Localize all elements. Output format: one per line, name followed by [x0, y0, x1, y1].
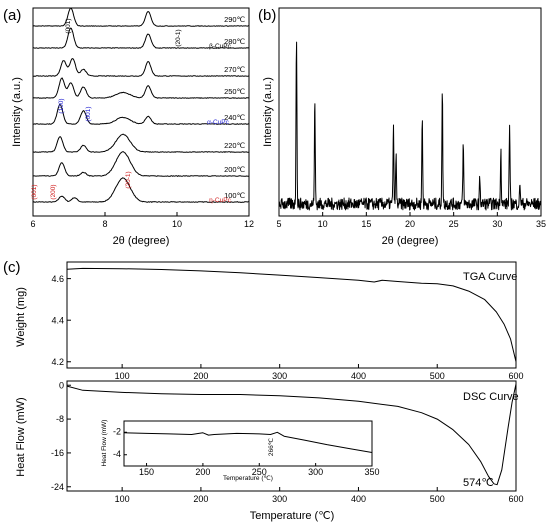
tga-curve-line	[66, 267, 517, 362]
panel-a-label: (a)	[3, 7, 21, 24]
panel-a-y-label: Intensity (a.u.)	[11, 77, 23, 147]
x-tick-label: 600	[508, 371, 523, 381]
x-tick-label: 250	[252, 467, 267, 477]
x-tick-label: 500	[430, 371, 445, 381]
x-tick-label: 350	[364, 467, 379, 477]
x-tick-label: 10	[318, 219, 328, 229]
x-tick-label: 35	[536, 219, 546, 229]
panel-a-annotations: (001) (20-1) β-CuPc (100) (001) α-CuPc (001) (2…	[31, 18, 232, 204]
tga-y-label: Weight (mg)	[15, 287, 27, 347]
x-tick-label: 8	[102, 219, 107, 229]
tga-frame	[66, 261, 517, 369]
peak-annotation: (001)	[85, 106, 92, 121]
dsc-y-label: Heat Flow (mW)	[15, 397, 27, 476]
x-tick-label: 400	[351, 371, 366, 381]
peak-annotation: (100)	[58, 98, 65, 113]
y-tick-label: 4.4	[51, 315, 64, 325]
xrd-series-line	[32, 177, 249, 203]
peak-annotation: (200)	[50, 184, 57, 199]
dsc-y-ticks: 0 -8 -16 -24	[51, 380, 71, 492]
inset-x-ticks: 150 200 250 300 350	[139, 463, 380, 477]
x-tick-label: 300	[308, 467, 323, 477]
x-tick-label: 600	[508, 494, 523, 504]
inset-curve-line	[123, 431, 373, 453]
x-tick-label: 200	[195, 467, 210, 477]
dsc-curve-line	[66, 383, 517, 486]
panel-b-x-label: 2θ (degree)	[382, 235, 439, 247]
xrd-series-line	[33, 27, 250, 49]
xrd-series-line	[32, 77, 250, 99]
y-tick-label: 4.6	[51, 274, 64, 284]
peak-annotation: η-CuPc	[209, 197, 231, 204]
temperature-label: 270℃	[224, 65, 246, 74]
inset-y-label: Heat Flow (mW)	[101, 420, 108, 467]
y-tick-label: 0	[59, 380, 64, 390]
dsc-frame	[66, 380, 517, 492]
xrd-series-line	[32, 58, 250, 77]
inset-y-ticks: -2 -4	[113, 427, 127, 459]
panel-b-pattern-line	[278, 41, 542, 211]
temperature-label: 100℃	[224, 191, 246, 200]
panel-a-frame	[32, 7, 250, 217]
peak-annotation: (001)	[65, 18, 72, 33]
x-tick-label: 5	[276, 219, 281, 229]
x-tick-label: 100	[115, 494, 130, 504]
peak-annotation: (20-1)	[175, 29, 182, 46]
xrd-series-line	[32, 133, 250, 153]
dsc-x-ticks: 100 200 300 400 500 600	[115, 487, 524, 504]
inset-peak-annotation: 266℃	[268, 437, 275, 456]
x-tick-label: 300	[272, 494, 287, 504]
panel-a-x-ticks: 6 8 10 12	[30, 212, 254, 229]
x-tick-label: 15	[361, 219, 371, 229]
x-tick-label: 400	[351, 494, 366, 504]
dsc-title: DSC Curve	[463, 391, 519, 403]
x-tick-label: 150	[139, 467, 154, 477]
tga-x-ticks: 100 200 300 400 500 600	[115, 364, 524, 381]
panel-b-label: (b)	[258, 7, 276, 24]
xrd-series-line	[32, 104, 250, 125]
x-tick-label: 30	[492, 219, 502, 229]
peak-annotation: β-CuPc	[209, 43, 232, 50]
panel-a-x-label: 2θ (degree)	[113, 235, 170, 247]
panel-b-x-ticks: 5 10 15 20 25 30 35	[276, 212, 546, 229]
temperature-label: 250℃	[224, 87, 246, 96]
x-tick-label: 100	[115, 371, 130, 381]
inset-frame	[123, 420, 373, 467]
panel-b-y-label: Intensity (a.u.)	[262, 77, 274, 147]
y-tick-label: -8	[56, 414, 64, 424]
y-tick-label: -16	[51, 448, 64, 458]
y-tick-label: -24	[51, 482, 64, 492]
x-tick-label: 300	[272, 371, 287, 381]
xrd-series-line	[32, 7, 249, 27]
xrd-series-line	[32, 151, 250, 177]
tga-title: TGA Curve	[463, 271, 517, 283]
y-tick-label: -2	[113, 427, 121, 437]
peak-annotation: (20-1)	[125, 171, 132, 188]
x-tick-label: 12	[244, 219, 254, 229]
x-tick-label: 10	[172, 219, 182, 229]
x-tick-label: 200	[193, 371, 208, 381]
peak-annotation: (001)	[31, 184, 38, 199]
temperature-label: 240℃	[224, 113, 246, 122]
y-tick-label: -4	[113, 449, 121, 459]
tga-y-ticks: 4.2 4.4 4.6	[51, 274, 71, 367]
panel-a-series	[32, 7, 250, 203]
panel-c-label: (c)	[3, 259, 21, 276]
y-tick-label: 4.2	[51, 357, 64, 367]
temperature-label: 290℃	[224, 15, 246, 24]
temperature-label: 200℃	[224, 165, 246, 174]
x-tick-label: 200	[193, 494, 208, 504]
x-tick-label: 6	[30, 219, 35, 229]
x-tick-label: 25	[449, 219, 459, 229]
x-tick-label: 20	[405, 219, 415, 229]
dsc-x-label: Temperature (℃)	[250, 510, 335, 522]
panel-a-temperature-labels: 100℃ 200℃ 220℃ 240℃ 250℃ 270℃ 280℃ 290℃	[224, 15, 246, 200]
peak-annotation: α-CuPc	[207, 119, 230, 126]
temperature-label: 220℃	[224, 141, 246, 150]
temperature-label: 280℃	[224, 37, 246, 46]
inset-x-label: Temperature (℃)	[223, 475, 273, 482]
dsc-peak-annotation: 574℃	[463, 477, 494, 489]
x-tick-label: 500	[430, 494, 445, 504]
